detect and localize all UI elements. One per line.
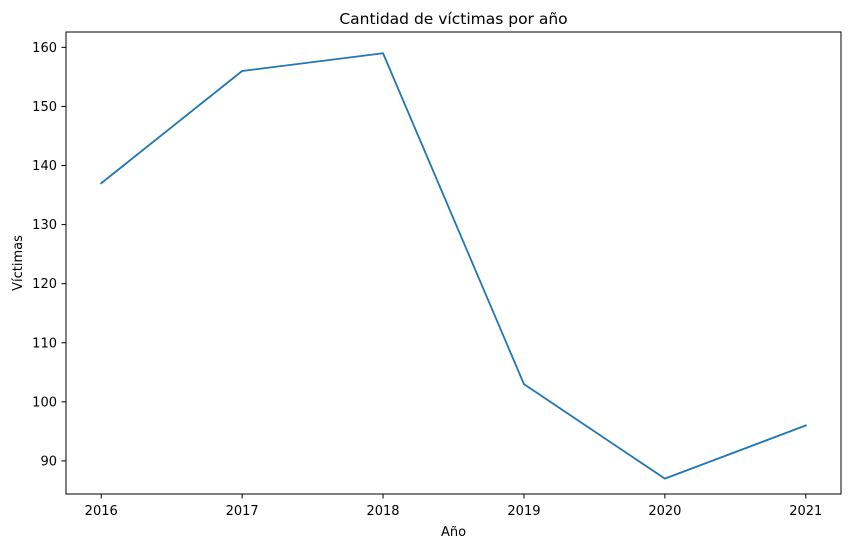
- x-tick-label: 2019: [507, 504, 540, 519]
- x-axis-ticks: 2016 2017 2018 2019 2020 2021: [85, 494, 822, 519]
- plot-frame: [65, 31, 842, 495]
- y-tick-label: 110: [32, 336, 57, 351]
- chart-title: Cantidad de víctimas por año: [339, 10, 567, 28]
- y-tick-label: 130: [32, 218, 57, 233]
- x-tick-label: 2017: [226, 504, 259, 519]
- y-tick-label: 100: [32, 395, 57, 410]
- y-axis-ticks: 90 100 110 120 130 140 150 160: [32, 41, 66, 469]
- x-tick-label: 2016: [85, 504, 118, 519]
- y-tick-label: 160: [32, 41, 57, 56]
- y-tick-label: 150: [32, 100, 57, 115]
- x-tick-label: 2020: [648, 504, 681, 519]
- x-tick-label: 2018: [366, 504, 399, 519]
- y-tick-label: 120: [32, 277, 57, 292]
- y-tick-label: 140: [32, 159, 57, 174]
- series-line: [99, 52, 807, 480]
- y-tick-label: 90: [40, 454, 57, 469]
- plot-background: [66, 32, 841, 494]
- series-layer: [99, 52, 807, 480]
- x-axis-title: Año: [441, 525, 466, 540]
- x-tick-label: 2021: [789, 504, 822, 519]
- y-axis-title: Víctimas: [11, 235, 26, 291]
